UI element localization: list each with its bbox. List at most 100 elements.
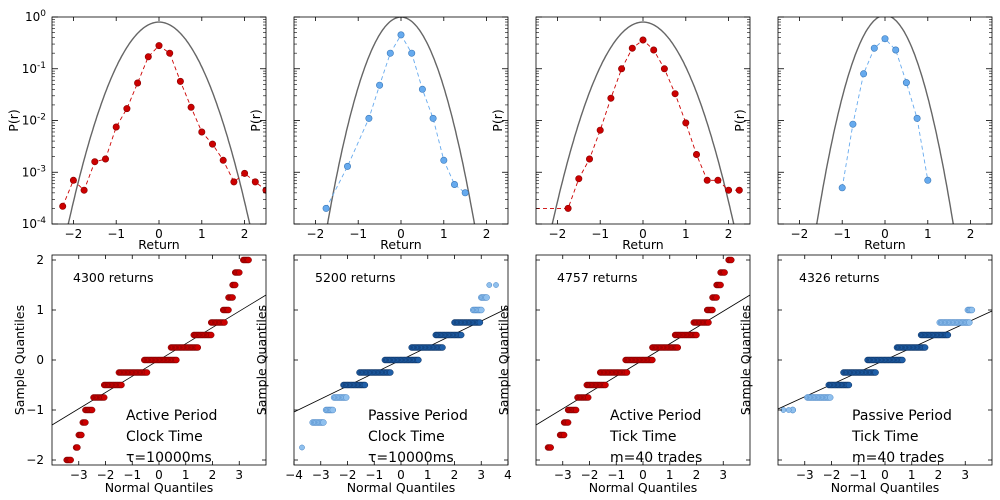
data-point — [714, 176, 722, 184]
data-point — [219, 156, 227, 164]
quantile-level — [240, 256, 252, 264]
x-tick-label: −1 — [123, 468, 141, 482]
subplot-6: 5200 returns Passive Period Clock Time τ=10… — [254, 254, 512, 495]
data-point — [575, 175, 583, 183]
data-point — [703, 176, 711, 184]
annotation-line: m=40 trades — [852, 450, 944, 466]
quantile-point — [207, 331, 215, 339]
annotation-line: m=40 trades — [610, 450, 702, 466]
quantile-level — [469, 306, 485, 314]
quantile-point — [229, 294, 236, 301]
data-point — [596, 126, 604, 134]
x-tick-label: 1 — [908, 468, 916, 482]
empirical-dashed-line — [62, 45, 266, 207]
x-tick-label: 2 — [935, 468, 943, 482]
quantile-point — [709, 306, 716, 314]
quantile-point — [478, 306, 485, 314]
quantile-level — [167, 344, 202, 351]
quantile-point — [966, 319, 973, 326]
quantile-level — [893, 344, 929, 351]
x-tick-label: −3 — [554, 468, 572, 482]
y-axis-label: P(r) — [6, 109, 21, 131]
quantile-level — [207, 319, 228, 326]
quantile-point — [921, 344, 929, 351]
quantile-level — [79, 419, 89, 426]
x-tick-label: 2 — [451, 468, 459, 482]
quantile-level — [190, 331, 215, 339]
data-point — [564, 204, 572, 212]
data-point — [881, 35, 889, 43]
x-tick-label: 2 — [241, 227, 249, 241]
quantile-level — [713, 281, 724, 289]
data-point — [166, 49, 174, 57]
data-point — [322, 204, 330, 212]
data-point — [461, 189, 469, 197]
quantile-level — [564, 406, 580, 414]
quantile-point — [476, 319, 484, 326]
quantile-point — [602, 381, 609, 389]
x-tick-label: 0 — [639, 227, 647, 241]
quantile-point — [329, 406, 337, 414]
y-tick-base: 10 — [25, 10, 40, 24]
data-point — [660, 65, 668, 73]
y-tick-exponent: -2 — [37, 113, 46, 123]
quantile-point — [944, 331, 952, 339]
x-tick-label: 0 — [639, 468, 647, 482]
quantile-point — [705, 319, 712, 326]
data-point — [849, 120, 857, 128]
data-point — [671, 90, 679, 98]
quantile-point — [649, 356, 656, 364]
y-axis-label: Sample Quantiles — [12, 305, 27, 415]
subplot-4: −2 −1 0 1 2 Return P(r) — [732, 16, 993, 252]
data-point — [902, 79, 910, 87]
quantile-point — [67, 456, 74, 464]
data-point — [682, 119, 690, 127]
data-point — [198, 128, 206, 136]
quantile-level — [432, 331, 465, 339]
quantile-point — [74, 444, 81, 451]
y-tick-exponent: -1 — [37, 61, 46, 71]
quantile-level — [381, 356, 422, 364]
quantile-point — [342, 394, 350, 401]
data-point — [376, 81, 384, 89]
quantile-level — [622, 356, 656, 364]
quantile-level — [556, 431, 568, 439]
quantile-level — [560, 419, 572, 426]
quantile-point — [236, 269, 243, 276]
data-point — [251, 178, 259, 186]
x-tick-label: −1 — [349, 227, 367, 241]
y-axis-label: Sample Quantiles — [254, 305, 269, 415]
quantile-point — [415, 356, 422, 364]
y-axis-label: Sample Quantiles — [738, 305, 753, 415]
y-axis-label: P(r) — [490, 109, 505, 131]
x-tick-label: −1 — [107, 227, 125, 241]
quantile-level — [63, 456, 74, 464]
returns-count-label: 5200 returns — [315, 270, 396, 285]
x-tick-label: 1 — [924, 227, 932, 241]
data-point — [440, 156, 448, 164]
quantile-level — [356, 369, 394, 376]
quantile-point — [584, 394, 592, 401]
y-tick-label: 0 — [36, 353, 44, 367]
x-axis-label: Return — [622, 237, 663, 252]
x-tick-label: 0 — [881, 468, 889, 482]
quantile-level — [330, 394, 350, 401]
quantile-point — [713, 294, 720, 301]
quantile-point — [457, 331, 465, 339]
quantile-level — [229, 281, 239, 289]
quantile-point — [245, 256, 252, 264]
data-point — [241, 169, 249, 177]
y-tick-exponent: -3 — [37, 164, 46, 174]
data-point — [870, 44, 878, 52]
quantile-level — [709, 294, 720, 301]
quantile-level — [75, 431, 85, 439]
data-point — [134, 79, 142, 87]
x-tick-label: 1 — [666, 468, 674, 482]
outlier-point — [299, 444, 305, 451]
quantile-level — [340, 381, 369, 389]
data-point — [343, 162, 351, 170]
plot-area — [536, 21, 743, 224]
data-point — [102, 155, 110, 163]
subplot-5: 4300 returns Active Period Clock Time τ=100… — [12, 253, 267, 495]
quantile-level — [141, 356, 180, 364]
